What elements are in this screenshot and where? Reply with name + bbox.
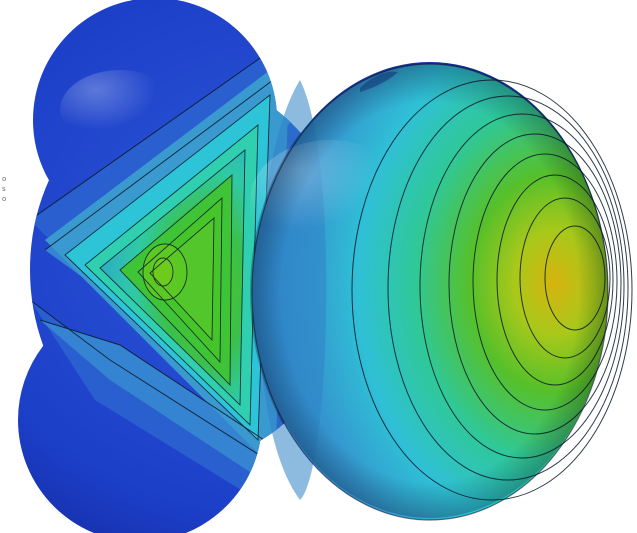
edge-glyph-1: o	[2, 175, 7, 183]
triangular-potential-region	[45, 55, 290, 470]
surface-outline	[251, 63, 609, 521]
edge-glyph-3: o	[2, 195, 7, 203]
lighting-overlay	[60, 62, 608, 522]
edge-glyph-2: s	[2, 185, 6, 193]
